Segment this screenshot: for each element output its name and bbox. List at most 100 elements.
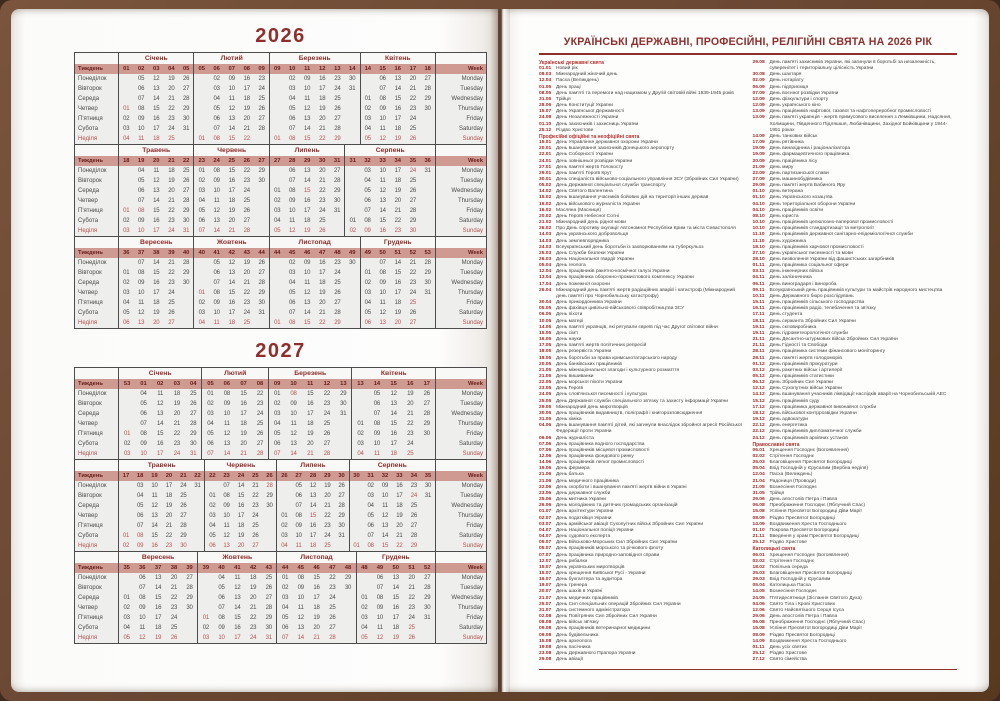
holiday-date: 12.06 [752,607,765,613]
date-cell: 10 [218,409,236,419]
holiday-item: 01.01 Новий рік [539,66,744,72]
date-cell: 05 [209,104,225,114]
date-cell: 07 [213,603,230,613]
date-cell: 02 [193,298,210,308]
date-cell: 31 [420,166,437,176]
date-cell: 04 [284,278,300,288]
holiday-date: 31.05 [539,96,552,102]
date-cell [349,511,364,521]
holiday-item: 14.09 Воздвиження Хреста Господнього [753,522,958,528]
date-cell: 31 [344,84,361,94]
date-cell: 17 [308,593,325,603]
date-cell: 06 [363,521,378,531]
date-cell [254,318,270,329]
holiday-date: 01.11 [752,263,765,269]
holiday-item: 21.07 День медичних працівників [539,596,744,602]
date-cell: 21 [405,84,421,94]
date-cell: 18 [314,94,330,104]
date-cell [360,84,376,94]
date-cell [349,521,364,531]
holiday-name: День працівника лісу [769,158,818,164]
date-cell: 21 [403,583,420,593]
date-cell: 15 [301,389,319,399]
date-cell: 07 [368,409,386,419]
date-cell: 30 [181,603,199,613]
date-cell: 12 [375,134,391,145]
weekday-label-en: Tuesday [435,583,487,593]
day-row-monday: Понеділок 07 14 21 28 05 12 19 26 02 09 16 23 30 07 14 2… [74,258,487,268]
holiday-item: 29.08 День пам'яті захисників України, як… [753,60,958,72]
date-cell: 15 [235,389,252,399]
date-cell [269,166,285,176]
date-cell: 12 [385,389,402,399]
date-cell: 01 [349,541,364,552]
week-number: 48 [356,563,372,573]
date-cell: 05 [133,176,149,186]
date-cell: 17 [299,206,315,216]
date-cell: 15 [147,531,162,541]
date-cell: 23 [405,278,421,288]
date-cell: 22 [401,419,419,429]
date-cell [329,226,346,237]
holiday-name: День художника [769,238,807,244]
holiday-name: День морської піхоти України [556,380,623,386]
holiday-date: 14.09 [752,133,765,139]
weekday-label-en: Sunday [435,318,487,329]
date-cell: 27 [420,74,437,84]
weekday-label-en: Saturday [435,439,487,449]
date-cell: 22 [392,541,407,552]
date-cell [420,124,437,134]
date-cell [334,541,350,552]
date-cell: 08 [218,389,236,399]
date-cell: 10 [134,613,151,623]
weekday-label: Четвер [74,196,119,206]
day-row-saturday: Субота 04 11 18 25 02 09 16 23 30 06 13 20 27 04 11 18 25… [74,623,487,633]
date-cell: 11 [299,94,315,104]
date-cell: 19 [233,531,249,541]
date-cell: 16 [148,278,164,288]
weekday-label: Неділя [74,226,119,237]
holiday-name: Воздвиження Хреста Господнього [769,521,847,527]
holiday-name: День Героїв Небесної Сотні [556,213,619,219]
date-cell: 26 [405,134,421,145]
date-cell: 29 [420,268,437,278]
holiday-item: 06.12 День Збройних Сил України [753,380,958,386]
holiday-item: 05.04 Вхід Господній у Єрусалим (Вербна н… [753,466,958,472]
holiday-item: 13.09 День працівників нафтової, газової … [753,109,958,115]
date-cell: 07 [193,226,210,237]
date-cell: 29 [176,531,191,541]
day-row-wednesday: Середа 06 13 20 27 03 10 17 24 03 10 17 24 31 07 14 21 28… [74,409,487,419]
date-cell: 30 [344,74,361,84]
date-cell: 17 [390,288,406,298]
holiday-date: 06.12 [752,380,765,386]
date-cell: 07 [209,278,225,288]
date-cell: 31 [190,481,206,491]
holiday-item: 28.11 День пам'яті жертв голодоморів [753,356,958,362]
date-cell: 09 [133,216,149,226]
holiday-item: 21.05 Вознесіння Господнє [753,485,958,491]
date-cell [418,439,436,449]
date-cell: 05 [276,613,293,623]
holiday-date: 05.02 [539,183,552,189]
date-cell: 08 [372,593,388,603]
holiday-item: 28.06 День Конституції України [539,103,744,109]
holiday-item: 19.11 День гідрометеорологічної служби [753,331,958,337]
holiday-name: Хрещення Господнє (Богоявлення) [769,447,849,453]
holiday-date: 21.02 [539,220,552,226]
holiday-name: День працівників стандартизації та метро… [769,226,874,232]
date-cell: 11 [134,623,151,633]
date-cell: 06 [132,511,148,521]
date-cell: 08 [284,134,300,145]
week-number-row: Тиждень 36 37 38 39 40 40 41 42 43 44 44 45 46 47 48 49 4… [74,248,487,258]
holiday-item: 16.02 День військового журналіста України [539,202,744,208]
holiday-item: 15.07 День хрещення Київської Русі - Укра… [539,571,744,577]
holiday-date: 01.10 [752,189,765,195]
date-cell: 28 [406,531,422,541]
date-cell: 04 [360,124,376,134]
date-cell: 17 [385,439,402,449]
date-cell: 27 [405,196,421,206]
holiday-item: 09.08 День працівників ветеринарної медиц… [539,626,744,632]
date-cell: 27 [178,186,195,196]
holiday-name: День хрещення Київської Русі - України [556,570,646,576]
date-cell [178,288,195,298]
